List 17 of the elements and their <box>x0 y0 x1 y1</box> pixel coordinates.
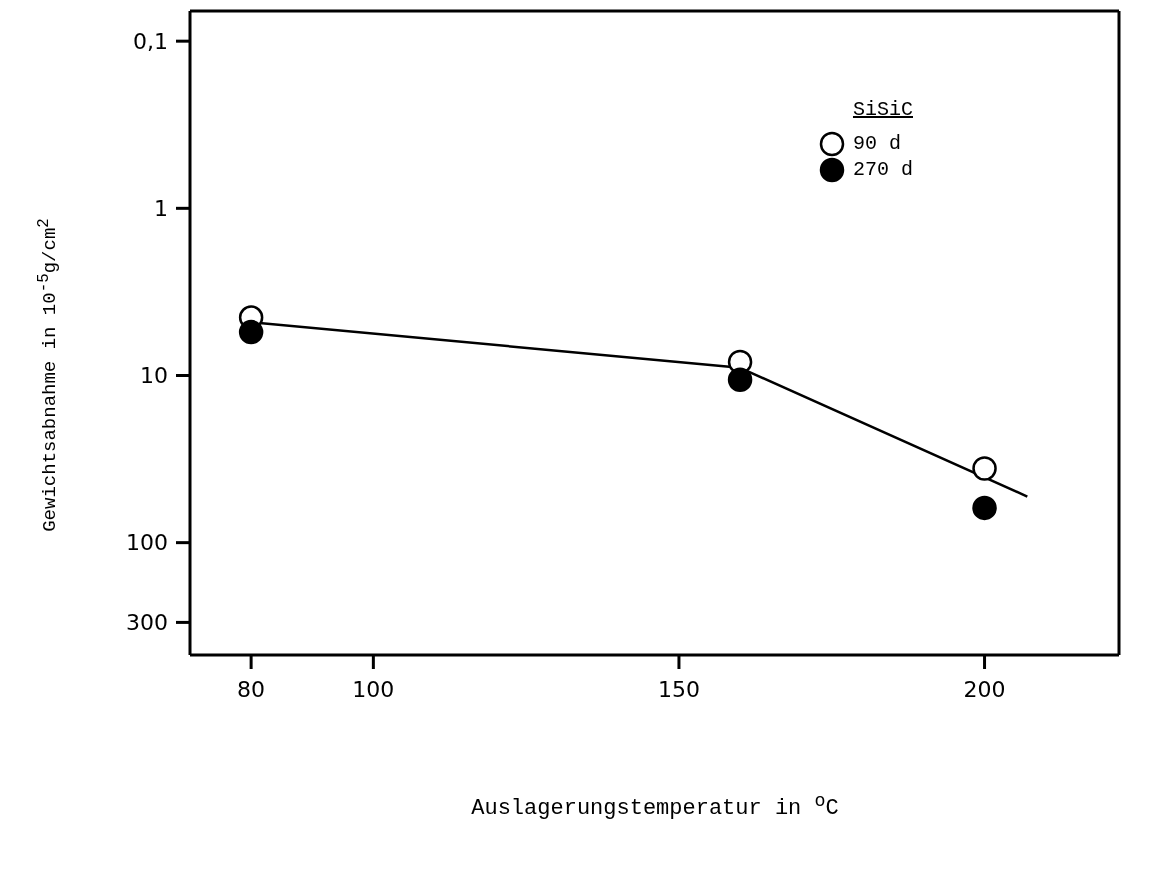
x-tick-label: 80 <box>237 676 266 702</box>
point <box>727 367 753 392</box>
y-tick-label: 300 <box>126 610 168 636</box>
y-tick-label: 0,1 <box>133 28 168 54</box>
point <box>972 456 997 481</box>
y-tick-label: 10 <box>140 363 168 389</box>
y-tick-label: 100 <box>126 530 168 556</box>
point <box>972 495 997 521</box>
legend-label: 270 d <box>852 157 913 183</box>
point <box>238 319 264 345</box>
y-tick-label: 1 <box>154 196 168 222</box>
x-axis-title: Auslagerungstemperatur in $^{o}$C <box>471 790 839 822</box>
legend-title: SiSiC <box>852 98 913 121</box>
x-tick-label: 100 <box>352 676 395 702</box>
x-tick-label: 200 <box>963 676 1006 702</box>
x-tick-label: 150 <box>657 676 700 702</box>
legend-label: 90 d <box>852 131 901 157</box>
